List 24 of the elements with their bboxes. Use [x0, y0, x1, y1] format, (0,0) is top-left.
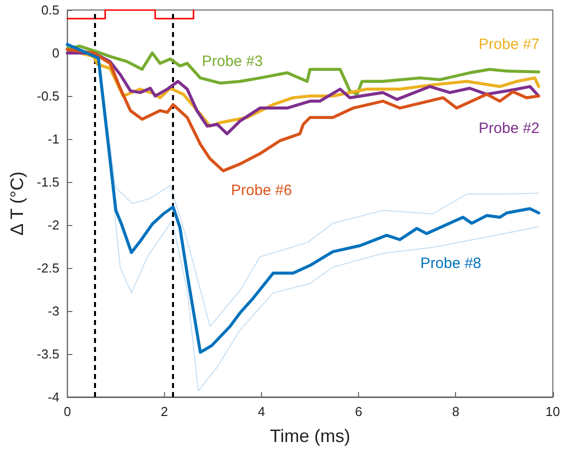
y-axis-title: Δ T (°C) — [7, 172, 27, 236]
series-label: Probe #6 — [231, 182, 292, 200]
y-tick-label: -2.5 — [36, 260, 60, 276]
x-tick-label: 0 — [64, 404, 71, 419]
y-tick-label: -3.5 — [36, 346, 60, 362]
x-tick-label: 4 — [258, 404, 266, 419]
x-tick-label: 6 — [354, 404, 362, 419]
y-tick-label: -0.5 — [36, 88, 60, 104]
y-tick-label: 0.5 — [41, 2, 60, 18]
y-tick-label: 0 — [52, 46, 60, 60]
series-label: Probe #8 — [420, 255, 482, 272]
y-tick-label: -3 — [48, 304, 60, 318]
series-label: Probe #2 — [478, 120, 540, 138]
x-axis-title: Time (ms) — [270, 426, 350, 446]
y-tick-label: -1 — [48, 132, 60, 146]
x-tick-label: 2 — [160, 404, 168, 419]
x-tick-label: 10 — [546, 404, 560, 419]
y-tick-label: -4 — [48, 390, 60, 404]
line-series — [66, 48, 540, 172]
x-tick-label: 8 — [452, 404, 460, 419]
series-label: Probe #3 — [202, 53, 263, 70]
y-tick-label: -2 — [48, 218, 60, 232]
y-tick-label: -1.5 — [36, 174, 60, 190]
series-label: Probe #7 — [478, 36, 540, 53]
